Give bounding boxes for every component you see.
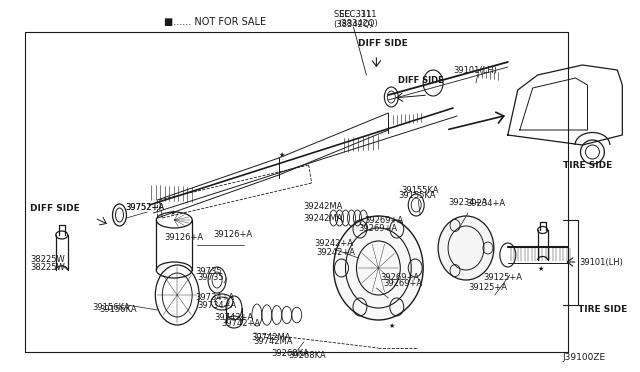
Text: ★: ★: [279, 152, 285, 158]
Text: DIFF SIDE: DIFF SIDE: [30, 203, 79, 212]
Text: 39734+A: 39734+A: [197, 301, 236, 310]
Text: 39268KA: 39268KA: [271, 349, 308, 357]
Ellipse shape: [438, 216, 494, 280]
Text: 39234+A: 39234+A: [448, 198, 487, 206]
Text: 38225W: 38225W: [30, 256, 65, 264]
Text: 39742MA: 39742MA: [253, 337, 292, 346]
Text: 39735: 39735: [197, 273, 224, 282]
Text: (38342Q): (38342Q): [339, 19, 378, 28]
Text: 39242MA: 39242MA: [304, 214, 343, 222]
Text: (38342Q): (38342Q): [333, 19, 373, 29]
Ellipse shape: [333, 216, 423, 320]
Text: ★: ★: [169, 210, 175, 216]
Text: ★: ★: [538, 266, 544, 272]
Text: 39734+A: 39734+A: [195, 294, 234, 302]
Text: 39125+A: 39125+A: [468, 283, 507, 292]
Text: 39752+A: 39752+A: [125, 202, 164, 212]
Text: 39735: 39735: [195, 267, 222, 276]
Text: 39268KA: 39268KA: [289, 350, 326, 359]
Text: 39155KA: 39155KA: [398, 190, 436, 199]
Text: 39269+A: 39269+A: [364, 215, 404, 224]
Text: 39269+A: 39269+A: [383, 279, 422, 288]
Text: 39125+A: 39125+A: [483, 273, 522, 282]
Text: 39752+A: 39752+A: [125, 202, 164, 212]
Text: 39242MA: 39242MA: [304, 202, 343, 211]
Text: ■...... NOT FOR SALE: ■...... NOT FOR SALE: [164, 17, 266, 27]
Text: DIFF SIDE: DIFF SIDE: [358, 38, 408, 48]
Text: 39742MA: 39742MA: [251, 334, 291, 343]
Text: 39742+A: 39742+A: [221, 318, 260, 327]
Text: DIFF SIDE: DIFF SIDE: [398, 76, 444, 84]
Text: 39269+A: 39269+A: [358, 224, 397, 232]
Text: 39126+A: 39126+A: [164, 232, 204, 241]
Text: 39101(LH): 39101(LH): [579, 257, 623, 266]
Text: 38225W: 38225W: [30, 263, 65, 273]
Text: 39242+A: 39242+A: [317, 247, 356, 257]
Text: TIRE SIDE: TIRE SIDE: [577, 305, 627, 314]
Text: ★: ★: [388, 323, 395, 329]
Text: 39156KA: 39156KA: [93, 302, 130, 311]
Text: TIRE SIDE: TIRE SIDE: [563, 160, 612, 170]
Text: 39101(LH): 39101(LH): [453, 65, 497, 74]
Text: SEC. 311: SEC. 311: [333, 10, 371, 19]
Text: 39269+A: 39269+A: [380, 273, 419, 282]
Text: J39100ZE: J39100ZE: [563, 353, 605, 362]
Text: 39126+A: 39126+A: [213, 230, 252, 238]
Text: 39242+A: 39242+A: [315, 238, 354, 247]
Text: 39156KA: 39156KA: [100, 305, 137, 314]
Text: SEC. 311: SEC. 311: [339, 10, 376, 19]
Text: 39155KA: 39155KA: [401, 186, 439, 195]
Text: 39234+A: 39234+A: [466, 199, 505, 208]
Text: 39742+A: 39742+A: [214, 314, 253, 323]
